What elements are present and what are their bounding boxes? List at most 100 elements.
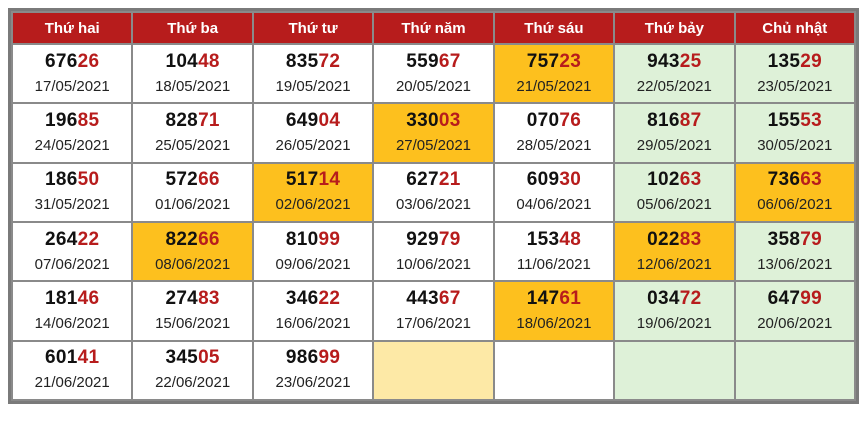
result-date: 14/06/2021 (34, 314, 110, 332)
result-number: 81687 (615, 110, 733, 132)
result-leading-digits: 155 (767, 109, 801, 131)
result-leading-digits: 609 (526, 169, 560, 191)
result-number: 35879 (736, 229, 854, 251)
day-cell-mon[interactable]: 26422 07/06/2021 (13, 222, 132, 281)
day-cell-sat[interactable]: 02283 12/06/2021 (615, 222, 734, 281)
result-last-two-digits: 22 (318, 287, 341, 309)
result-date: 05/06/2021 (636, 196, 712, 214)
result-last-two-digits: 85 (77, 109, 100, 131)
result-date: 23/05/2021 (757, 77, 833, 95)
day-cell-mon[interactable]: 18650 31/05/2021 (13, 163, 132, 221)
day-cell-wed[interactable]: 64904 26/05/2021 (253, 104, 373, 162)
result-leading-digits: 816 (647, 109, 680, 131)
day-cell-wed[interactable]: 81099 09/06/2021 (253, 222, 373, 281)
result-leading-digits: 757 (526, 50, 560, 72)
result-last-two-digits: 41 (77, 347, 100, 369)
result-number: 81099 (254, 229, 372, 251)
result-date: 16/06/2021 (275, 314, 351, 332)
result-number: 83572 (254, 51, 372, 73)
day-cell-sun[interactable]: 35879 13/06/2021 (735, 222, 854, 281)
day-cell-tue[interactable]: 27483 15/06/2021 (133, 282, 252, 340)
day-cell-thu[interactable]: 92979 10/06/2021 (374, 222, 493, 281)
week-row: 67626 17/05/2021 10448 18/05/2021 83572 19/05… (13, 45, 854, 103)
day-cell-thu[interactable]: 55967 20/05/2021 (374, 45, 493, 103)
result-number: 19685 (13, 110, 131, 132)
result-number: 82266 (133, 229, 251, 251)
day-cell-sat[interactable]: 94325 22/05/2021 (615, 45, 734, 103)
day-cell-sun[interactable]: 73663 06/06/2021 (735, 163, 854, 221)
result-last-two-digits: 66 (198, 228, 220, 250)
day-cell-wed[interactable]: 83572 19/05/2021 (253, 45, 373, 103)
result-number: 98699 (254, 347, 372, 369)
result-date: 28/05/2021 (516, 136, 592, 154)
result-number: 51714 (254, 169, 372, 191)
weekday-header-mon: Thứ hai (13, 13, 132, 43)
day-cell-tue[interactable]: 57266 01/06/2021 (133, 163, 252, 221)
result-last-two-digits: 14 (318, 169, 341, 191)
result-date: 19/05/2021 (275, 77, 351, 95)
week-row: 18146 14/06/2021 27483 15/06/2021 34622 16/06… (13, 282, 854, 340)
result-date: 15/06/2021 (155, 314, 231, 332)
result-leading-digits: 264 (45, 228, 78, 250)
result-last-two-digits: 63 (800, 169, 822, 191)
day-cell-fri[interactable]: 15348 11/06/2021 (494, 222, 614, 281)
result-last-two-digits: 48 (198, 50, 220, 72)
week-row: 60141 21/06/2021 34505 22/06/2021 98699 23/06… (13, 341, 854, 399)
day-cell-wed[interactable]: 51714 02/06/2021 (253, 163, 373, 221)
day-cell-sun[interactable]: 15553 30/05/2021 (735, 104, 854, 162)
day-cell-thu[interactable]: 44367 17/06/2021 (374, 282, 493, 340)
result-leading-digits: 601 (45, 347, 78, 369)
result-leading-digits: 181 (45, 287, 78, 309)
result-leading-digits: 104 (165, 50, 199, 72)
result-number: 02283 (615, 229, 733, 251)
day-cell-fri[interactable] (494, 341, 614, 399)
day-cell-thu[interactable]: 62721 03/06/2021 (374, 163, 493, 221)
result-last-two-digits: 50 (77, 169, 100, 191)
result-last-two-digits: 71 (198, 109, 220, 131)
day-cell-sun[interactable] (735, 341, 854, 399)
result-leading-digits: 196 (45, 109, 78, 131)
result-leading-digits: 022 (647, 228, 680, 250)
result-leading-digits: 153 (526, 228, 560, 250)
day-cell-wed[interactable]: 34622 16/06/2021 (253, 282, 373, 340)
day-cell-mon[interactable]: 18146 14/06/2021 (13, 282, 132, 340)
day-cell-tue[interactable]: 34505 22/06/2021 (133, 341, 252, 399)
result-number: 33003 (374, 110, 492, 132)
result-leading-digits: 822 (165, 228, 199, 250)
day-cell-fri[interactable]: 60930 04/06/2021 (494, 163, 614, 221)
result-date: 08/06/2021 (155, 255, 231, 273)
day-cell-tue[interactable]: 10448 18/05/2021 (133, 45, 252, 103)
day-cell-sat[interactable]: 81687 29/05/2021 (615, 104, 734, 162)
result-number: 62721 (374, 169, 492, 191)
result-last-two-digits: 83 (679, 228, 702, 250)
result-leading-digits: 627 (406, 169, 439, 191)
result-last-two-digits: 87 (679, 109, 702, 131)
result-date: 03/06/2021 (395, 196, 472, 214)
day-cell-sat[interactable] (615, 341, 734, 399)
day-cell-thu[interactable]: 33003 27/05/2021 (374, 104, 493, 162)
day-cell-mon[interactable]: 67626 17/05/2021 (13, 45, 132, 103)
result-last-two-digits: 25 (679, 50, 702, 72)
result-leading-digits: 929 (406, 228, 439, 250)
day-cell-fri[interactable]: 14761 18/06/2021 (494, 282, 614, 340)
result-leading-digits: 358 (767, 228, 801, 250)
result-leading-digits: 135 (767, 50, 801, 72)
day-cell-tue[interactable]: 82871 25/05/2021 (133, 104, 252, 162)
day-cell-mon[interactable]: 60141 21/06/2021 (13, 341, 132, 399)
day-cell-sat[interactable]: 03472 19/06/2021 (615, 282, 734, 340)
day-cell-mon[interactable]: 19685 24/05/2021 (13, 104, 132, 162)
day-cell-sun[interactable]: 64799 20/06/2021 (735, 282, 854, 340)
day-cell-tue[interactable]: 82266 08/06/2021 (133, 222, 252, 281)
day-cell-sat[interactable]: 10263 05/06/2021 (615, 163, 734, 221)
result-number: 15553 (736, 110, 854, 132)
day-cell-fri[interactable]: 75723 21/05/2021 (494, 45, 614, 103)
result-leading-digits: 147 (526, 287, 560, 309)
day-cell-wed[interactable]: 98699 23/06/2021 (253, 341, 373, 399)
result-leading-digits: 346 (285, 287, 319, 309)
result-last-two-digits: 83 (198, 287, 220, 309)
result-last-two-digits: 99 (800, 287, 822, 309)
day-cell-fri[interactable]: 07076 28/05/2021 (494, 104, 614, 162)
day-cell-thu[interactable] (374, 341, 493, 399)
day-cell-sun[interactable]: 13529 23/05/2021 (735, 45, 854, 103)
result-leading-digits: 345 (165, 347, 199, 369)
